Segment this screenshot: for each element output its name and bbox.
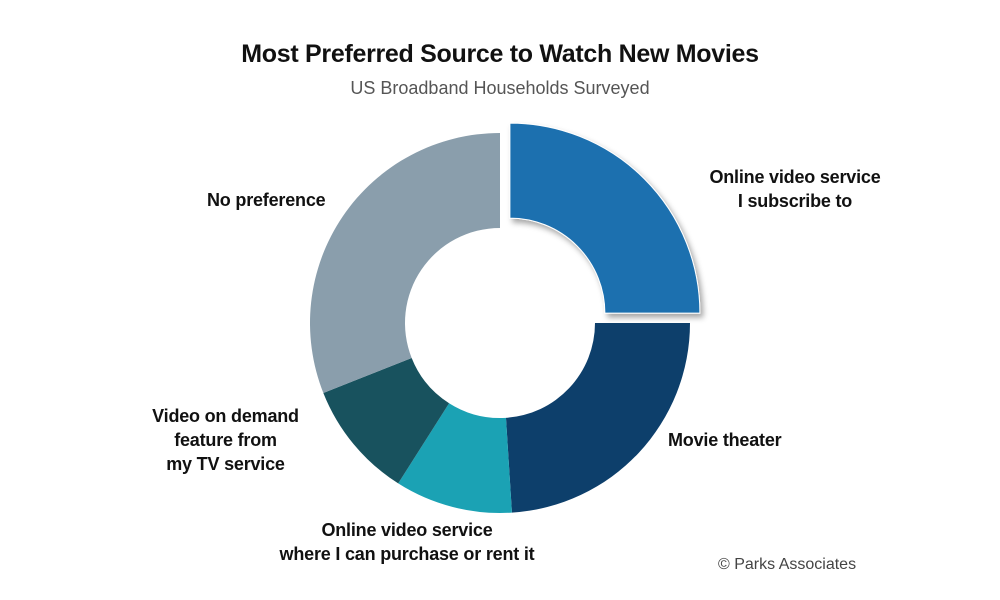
slice-movie-theater (505, 323, 690, 513)
chart-subtitle: US Broadband Households Surveyed (350, 78, 650, 98)
slice-label-no-preference: No preference (207, 190, 326, 210)
source-credit: © Parks Associates (718, 556, 857, 573)
slice-online-subscribe (509, 122, 701, 314)
slice-online-purchase-rent (398, 403, 512, 513)
slice-label-video-on-demand: Video on demand feature from my TV service (152, 406, 299, 474)
slice-label-online-purchase-rent: Online video service where I can purchase… (279, 520, 535, 564)
chart-title: Most Preferred Source to Watch New Movie… (241, 40, 759, 68)
slice-no-preference (309, 133, 500, 393)
slice-label-online-subscribe: Online video service I subscribe to (709, 167, 881, 211)
slice-video-on-demand (323, 357, 450, 484)
slice-label-movie-theater: Movie theater (668, 430, 782, 450)
